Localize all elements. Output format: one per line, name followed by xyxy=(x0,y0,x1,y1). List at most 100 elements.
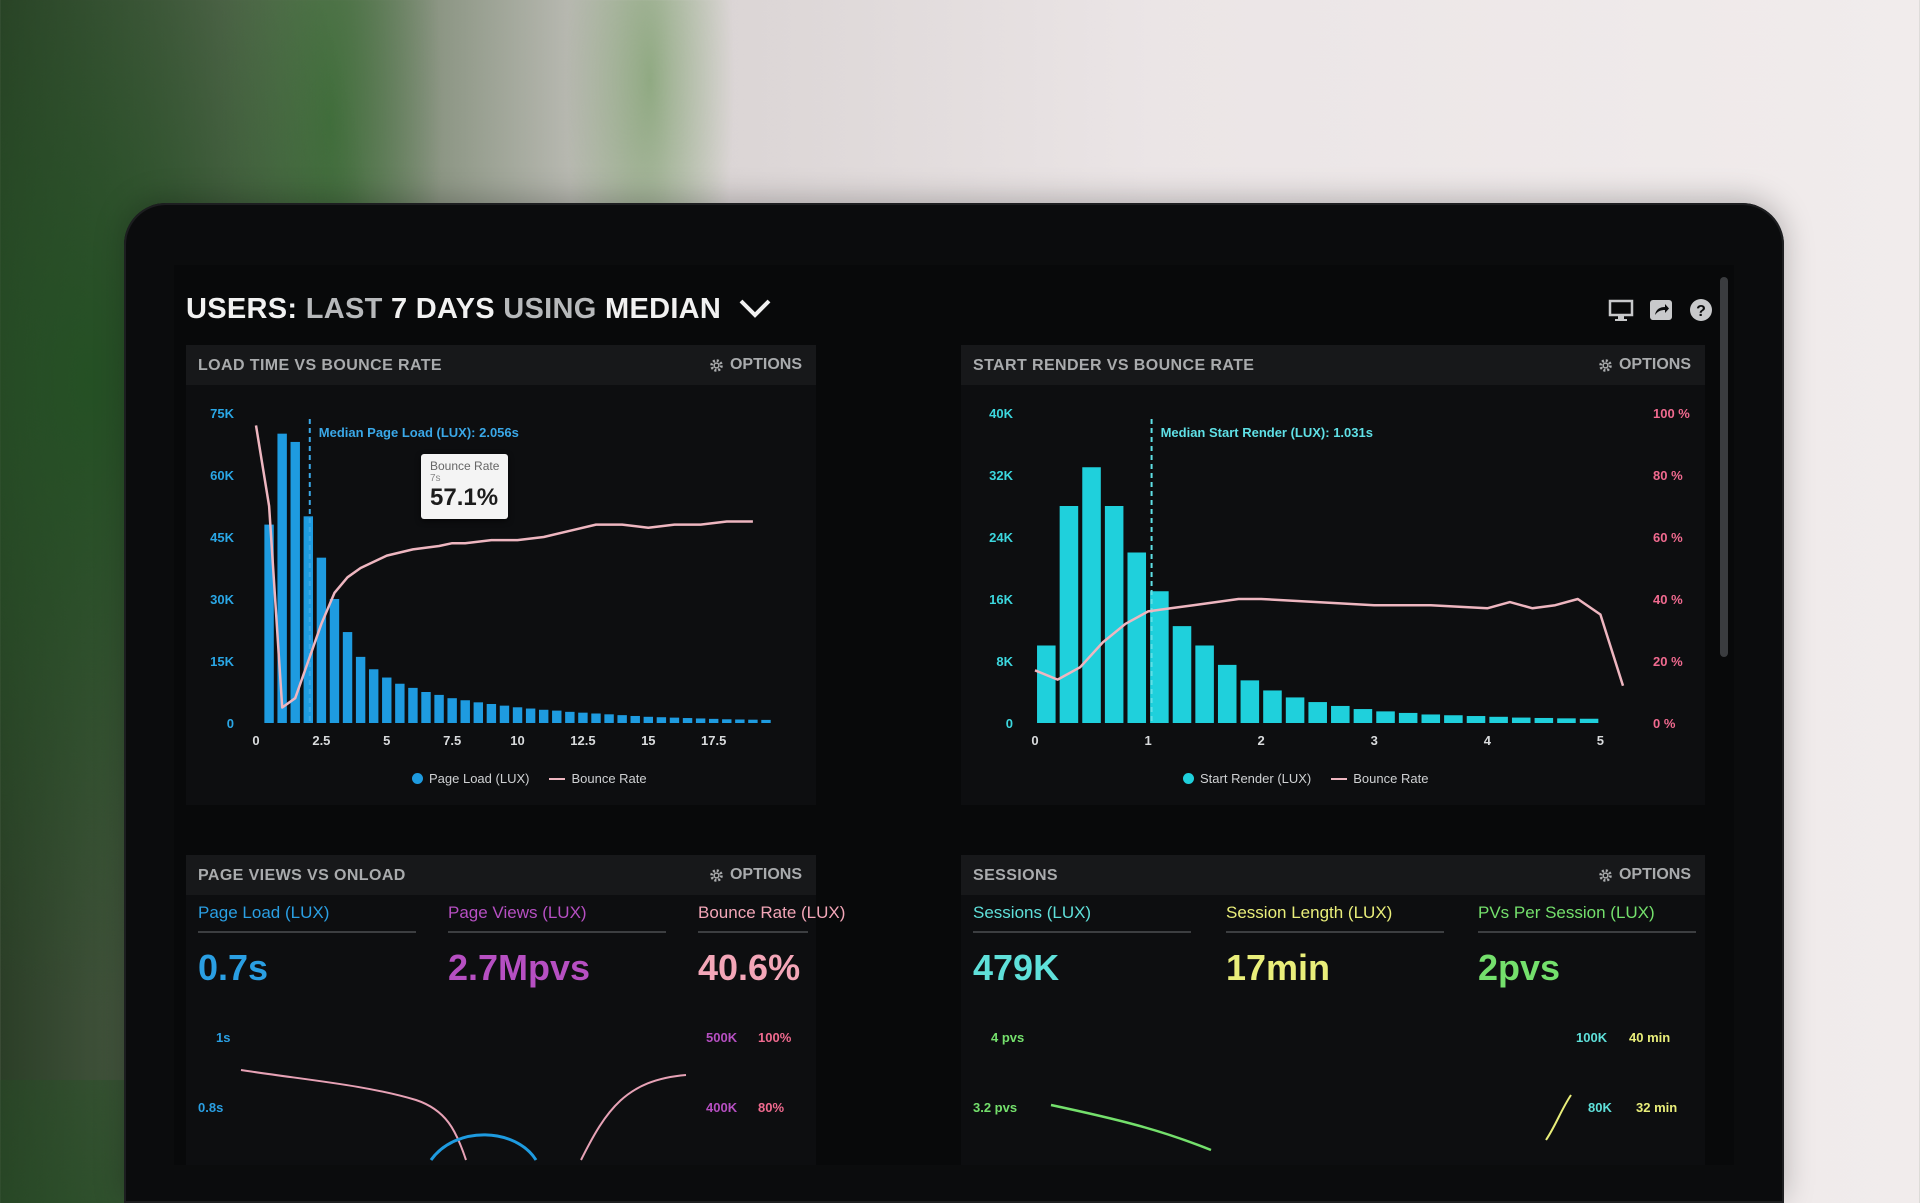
panel-sessions: SESSIONS OPTIONS Sessions (LUX) 479K Ses… xyxy=(961,855,1705,1165)
bar xyxy=(1127,552,1147,723)
legend-item-bounce-rate[interactable]: Bounce Rate xyxy=(1331,771,1428,786)
legend-label: Page Load (LUX) xyxy=(429,771,530,786)
legend-item-page-load[interactable]: Page Load (LUX) xyxy=(412,771,529,786)
tooltip-value: 57.1% xyxy=(430,484,499,511)
y-tick-label: 45K xyxy=(210,530,234,545)
y-tick-label: 32K xyxy=(989,468,1013,483)
laptop-bezel: USERS: LAST 7 DAYS USING MEDIAN ? xyxy=(124,203,1784,1203)
bar xyxy=(735,719,745,723)
y-tick-label: 0 xyxy=(1006,716,1013,731)
gear-icon xyxy=(1598,868,1613,883)
y-tick-label: 60K xyxy=(210,468,234,483)
bar xyxy=(538,709,549,723)
bar xyxy=(277,433,287,723)
options-label: OPTIONS xyxy=(729,866,802,883)
bar xyxy=(552,710,562,723)
metric-bounce-rate[interactable]: Bounce Rate (LUX) 40.6% xyxy=(698,903,845,989)
bar xyxy=(460,700,470,723)
bar xyxy=(1557,718,1576,723)
bar xyxy=(421,692,431,723)
bar xyxy=(512,707,523,723)
bar xyxy=(722,719,732,723)
sessions-mini-chart[interactable] xyxy=(961,1050,1705,1165)
bounce-rate-line xyxy=(254,425,753,709)
bar xyxy=(1511,717,1531,723)
legend-line xyxy=(1331,777,1348,780)
bar xyxy=(1579,718,1599,723)
y2-tick-label: 20 % xyxy=(1653,654,1683,669)
metric-label: Bounce Rate (LUX) xyxy=(698,903,845,933)
metric-label: Sessions (LUX) xyxy=(973,903,1191,933)
options-button[interactable]: OPTIONS xyxy=(1598,356,1691,374)
start-render-chart[interactable]: 0 8K 16K 24K 32K 40K 0 % 20 % 40 % 60 % 80 % 100 % 0… xyxy=(961,385,1705,775)
bar xyxy=(708,718,719,723)
bar xyxy=(303,516,314,723)
metric-sessions[interactable]: Sessions (LUX) 479K xyxy=(973,903,1191,989)
title-aggregate: MEDIAN xyxy=(604,293,722,325)
legend-item-start-render[interactable]: Start Render (LUX) xyxy=(1183,771,1311,786)
title-using: USING xyxy=(503,293,597,325)
bar xyxy=(1195,645,1214,723)
metric-page-load[interactable]: Page Load (LUX) 0.7s xyxy=(198,903,416,989)
bar xyxy=(447,698,457,723)
share-icon[interactable] xyxy=(1648,297,1674,323)
panel-header: START RENDER VS BOUNCE RATE OPTIONS xyxy=(961,345,1705,385)
y-tick-label: 15K xyxy=(210,654,234,669)
gear-icon xyxy=(1598,358,1613,373)
monitor-icon[interactable] xyxy=(1608,297,1634,323)
legend-item-bounce-rate[interactable]: Bounce Rate xyxy=(549,771,647,786)
x-tick-label: 2.5 xyxy=(312,733,330,748)
panel-title: PAGE VIEWS VS ONLOAD xyxy=(198,867,406,884)
panel-start-render: START RENDER VS BOUNCE RATE OPTIONS 0 8K 1… xyxy=(961,345,1705,805)
metric-label: PVs Per Session (LUX) xyxy=(1478,903,1696,933)
legend-label: Bounce Rate xyxy=(1353,771,1429,786)
legend-dot xyxy=(1183,773,1194,784)
bounce-line xyxy=(580,1074,687,1161)
y2-tick-label: 60 % xyxy=(1653,530,1683,545)
x-tick-label: 3 xyxy=(1371,733,1378,748)
metric-pvs-per-session[interactable]: PVs Per Session (LUX) 2pvs xyxy=(1478,903,1696,989)
metric-session-length[interactable]: Session Length (LUX) 17min xyxy=(1226,903,1444,989)
scrollbar[interactable] xyxy=(1720,277,1728,657)
y2-tick-label: 0 % xyxy=(1653,716,1676,731)
options-button[interactable]: OPTIONS xyxy=(709,356,802,374)
panel-header: LOAD TIME VS BOUNCE RATE OPTIONS xyxy=(186,345,816,385)
svg-text:?: ? xyxy=(1696,303,1706,320)
chevron-down-icon[interactable] xyxy=(738,294,772,327)
help-icon[interactable]: ? xyxy=(1688,297,1714,323)
bar xyxy=(1217,664,1237,723)
bounce-line xyxy=(240,1069,467,1161)
metric-value: 479K xyxy=(973,947,1060,988)
bar xyxy=(1398,712,1418,723)
bar xyxy=(473,702,484,723)
x-tick-label: 17.5 xyxy=(701,733,726,748)
x-tick-label: 0 xyxy=(252,733,259,748)
metric-value: 17min xyxy=(1226,947,1331,988)
metric-page-views[interactable]: Page Views (LUX) 2.7Mpvs xyxy=(448,903,666,989)
legend-label: Bounce Rate xyxy=(571,771,647,786)
x-tick-label: 12.5 xyxy=(570,733,595,748)
bar xyxy=(434,694,444,723)
bar xyxy=(1263,690,1282,723)
bar xyxy=(1376,711,1395,723)
options-label: OPTIONS xyxy=(1618,356,1691,373)
bar xyxy=(748,719,758,723)
legend-label: Start Render (LUX) xyxy=(1200,771,1312,786)
median-label: Median Page Load (LUX): 2.056s xyxy=(319,425,519,440)
page-views-mini-chart[interactable] xyxy=(186,1050,816,1165)
x-tick-label: 5 xyxy=(383,733,390,748)
x-tick-label: 10 xyxy=(510,733,524,748)
chart-legend: Start Render (LUX) Bounce Rate xyxy=(1183,771,1428,786)
bar xyxy=(643,716,654,723)
y-tick-label: 75K xyxy=(210,406,234,421)
y-tick-label: 24K xyxy=(989,530,1013,545)
legend-dot xyxy=(412,773,423,784)
dashboard-title-dropdown[interactable]: USERS: LAST 7 DAYS USING MEDIAN xyxy=(186,293,772,327)
bar xyxy=(1104,506,1124,723)
options-button[interactable]: OPTIONS xyxy=(709,866,802,884)
metric-value: 2.7Mpvs xyxy=(448,947,591,988)
chart-tooltip: Bounce Rate 7s 57.1% xyxy=(421,454,509,519)
options-button[interactable]: OPTIONS xyxy=(1598,866,1691,884)
bar xyxy=(617,715,627,723)
